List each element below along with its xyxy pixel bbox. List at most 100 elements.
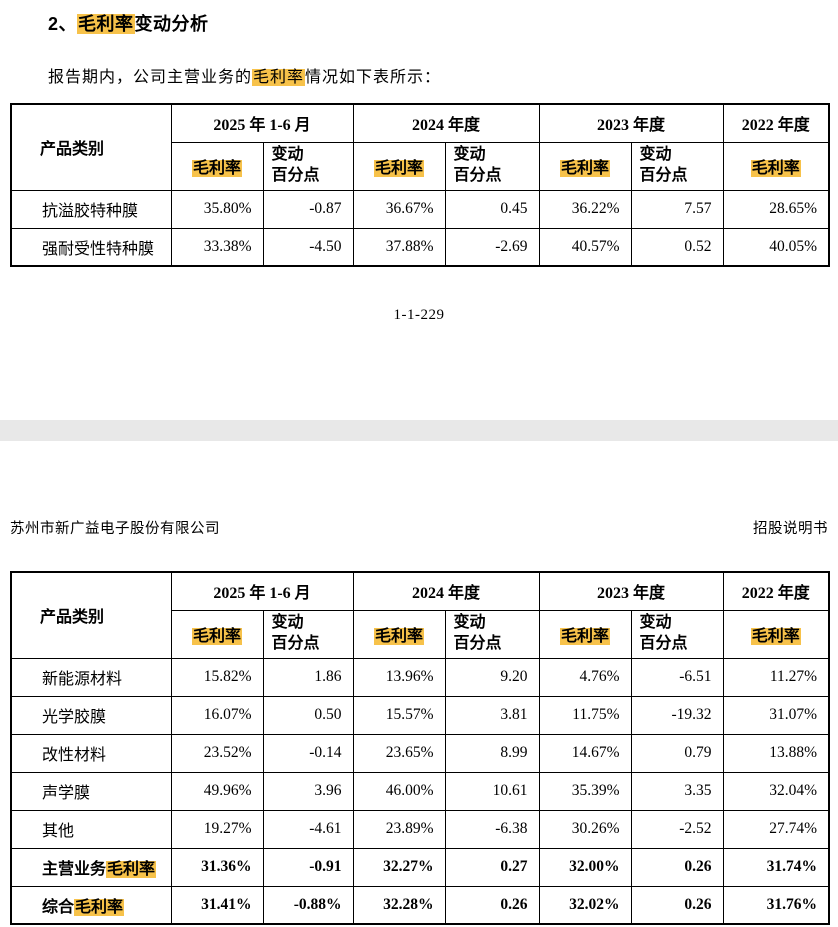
row-label-highlight: 毛利率 (106, 861, 157, 878)
doc-type-label: 招股说明书 (753, 521, 828, 537)
gross-margin-header: 毛利率 (170, 141, 264, 191)
change-cell: 0.79 (630, 733, 724, 773)
product-category-cell: 新能源材料 (10, 657, 172, 697)
gross-margin-cell: 11.27% (722, 657, 830, 697)
product-category-header: 产品类别 (10, 571, 172, 659)
gross-margin-cell: 28.65% (722, 189, 830, 229)
change-cell: -4.50 (262, 227, 354, 267)
gross-margin-cell: 40.05% (722, 227, 830, 267)
change-cell: 3.81 (444, 695, 540, 735)
gross-margin-cell: 49.96% (170, 771, 264, 811)
gross-margin-cell: 32.28% (352, 885, 446, 925)
product-category-cell: 强耐受性特种膜 (10, 227, 172, 267)
change-header-line1: 变动 (271, 614, 304, 632)
change-cell: 0.27 (444, 847, 540, 887)
gross-margin-cell: 31.76% (722, 885, 830, 925)
gross-margin-table-2-wrapper: 产品类别 2025 年 1-6 月 2024 年度 2023 年度 2022 年… (10, 571, 831, 925)
change-header-line1: 变动 (453, 146, 486, 164)
table-row: 光学胶膜 16.07% 0.50 15.57% 3.81 11.75% -19.… (10, 695, 830, 735)
change-header-line1: 变动 (639, 146, 672, 164)
change-header: 变动 百分点 (630, 141, 724, 191)
section-heading: 2、毛利率变动分析 (48, 10, 209, 36)
gross-margin-table-2: 产品类别 2025 年 1-6 月 2024 年度 2023 年度 2022 年… (10, 571, 831, 925)
change-header-line2: 百分点 (453, 635, 502, 652)
heading-suffix: 变动分析 (134, 14, 209, 34)
gross-margin-header: 毛利率 (538, 609, 632, 659)
change-cell: 3.35 (630, 771, 724, 811)
gross-margin-header: 毛利率 (722, 609, 830, 659)
product-category-cell: 综合毛利率 (10, 885, 172, 925)
change-cell: 1.86 (262, 657, 354, 697)
gross-margin-cell: 16.07% (170, 695, 264, 735)
period-header-2025: 2025 年 1-6 月 (170, 571, 354, 611)
gross-margin-header: 毛利率 (352, 609, 446, 659)
product-category-cell: 其他 (10, 809, 172, 849)
table-row-overall-total: 综合毛利率 31.41% -0.88% 32.28% 0.26 32.02% 0… (10, 885, 830, 925)
change-header: 变动 百分点 (630, 609, 724, 659)
change-cell: -6.38 (444, 809, 540, 849)
row-label-prefix: 主营业务 (42, 861, 107, 878)
period-header-2023: 2023 年度 (538, 103, 724, 143)
gross-margin-cell: 31.74% (722, 847, 830, 887)
gross-margin-cell: 31.07% (722, 695, 830, 735)
gross-margin-cell: 32.02% (538, 885, 632, 925)
change-header-line2: 百分点 (639, 167, 688, 184)
gross-margin-cell: 31.41% (170, 885, 264, 925)
period-header-2025: 2025 年 1-6 月 (170, 103, 354, 143)
change-cell: 3.96 (262, 771, 354, 811)
gross-margin-table-1-wrapper: 产品类别 2025 年 1-6 月 2024 年度 2023 年度 2022 年… (10, 103, 831, 267)
product-category-cell: 改性材料 (10, 733, 172, 773)
change-cell: -0.14 (262, 733, 354, 773)
change-cell: -0.91 (262, 847, 354, 887)
gross-margin-cell: 23.52% (170, 733, 264, 773)
change-cell: 0.50 (262, 695, 354, 735)
product-category-header: 产品类别 (10, 103, 172, 191)
change-cell: -0.88% (262, 885, 354, 925)
change-header: 变动 百分点 (262, 141, 354, 191)
change-header-line2: 百分点 (453, 167, 502, 184)
row-label-highlight: 毛利率 (74, 898, 125, 916)
gross-margin-cell: 37.88% (352, 227, 446, 267)
change-header-line1: 变动 (271, 146, 304, 164)
change-header-line2: 百分点 (639, 635, 688, 652)
change-cell: -2.52 (630, 809, 724, 849)
product-category-cell: 声学膜 (10, 771, 172, 811)
gross-margin-cell: 23.65% (352, 733, 446, 773)
gross-margin-cell: 15.57% (352, 695, 446, 735)
gross-margin-cell: 13.88% (722, 733, 830, 773)
gross-margin-header: 毛利率 (722, 141, 830, 191)
gross-margin-cell: 4.76% (538, 657, 632, 697)
table-row: 其他 19.27% -4.61 23.89% -6.38 30.26% -2.5… (10, 809, 830, 849)
period-header-2024: 2024 年度 (352, 571, 540, 611)
gross-margin-header-label: 毛利率 (191, 160, 242, 177)
gross-margin-cell: 31.36% (170, 847, 264, 887)
gross-margin-cell: 35.39% (538, 771, 632, 811)
gross-margin-cell: 32.00% (538, 847, 632, 887)
company-name: 苏州市新广益电子股份有限公司 (10, 521, 220, 537)
gross-margin-cell: 36.22% (538, 189, 632, 229)
row-label-prefix: 综合 (42, 898, 75, 916)
gross-margin-cell: 30.26% (538, 809, 632, 849)
heading-number: 2、 (48, 14, 78, 34)
gross-margin-header-label: 毛利率 (750, 628, 801, 645)
gross-margin-header-label: 毛利率 (191, 628, 242, 645)
page2-running-header: 苏州市新广益电子股份有限公司 招股说明书 (10, 517, 828, 538)
change-cell: 0.45 (444, 189, 540, 229)
intro-text: 报告期内，公司主营业务的 (48, 69, 253, 86)
change-cell: 0.26 (630, 885, 724, 925)
period-header-2022: 2022 年度 (722, 571, 830, 611)
intro-paragraph: 报告期内，公司主营业务的毛利率情况如下表所示： (48, 63, 441, 87)
period-header-2022: 2022 年度 (722, 103, 830, 143)
table-row: 新能源材料 15.82% 1.86 13.96% 9.20 4.76% -6.5… (10, 657, 830, 697)
product-category-cell: 光学胶膜 (10, 695, 172, 735)
gross-margin-header-label: 毛利率 (750, 160, 801, 177)
gross-margin-header: 毛利率 (170, 609, 264, 659)
intro-highlight: 毛利率 (252, 69, 306, 86)
table-row-main-business-total: 主营业务毛利率 31.36% -0.91 32.27% 0.27 32.00% … (10, 847, 830, 887)
table-row: 改性材料 23.52% -0.14 23.65% 8.99 14.67% 0.7… (10, 733, 830, 773)
gross-margin-cell: 36.67% (352, 189, 446, 229)
gross-margin-cell: 13.96% (352, 657, 446, 697)
change-cell: 0.26 (630, 847, 724, 887)
change-header-line2: 百分点 (271, 635, 320, 652)
gross-margin-cell: 35.80% (170, 189, 264, 229)
